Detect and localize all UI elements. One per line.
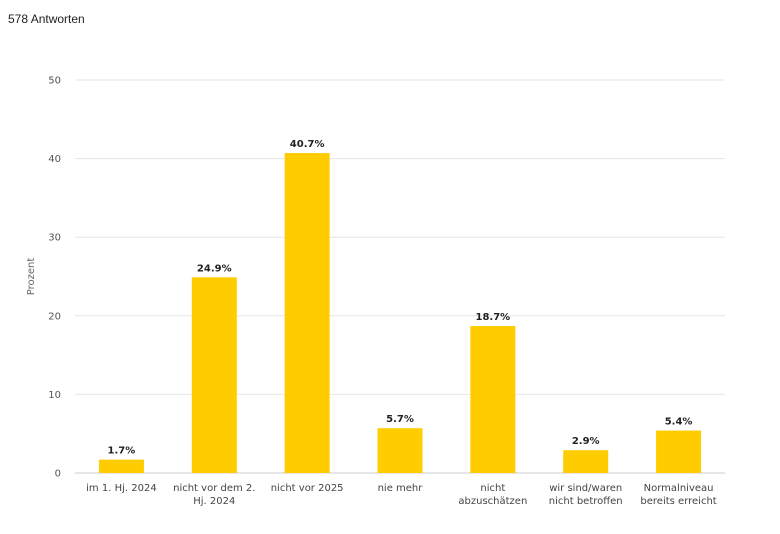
- bar: [284, 153, 330, 473]
- x-tick-label: Normalniveau: [644, 483, 714, 494]
- data-label: 40.7%: [290, 139, 325, 150]
- bar: [377, 428, 423, 473]
- bar: [470, 326, 516, 473]
- x-tick-label: abzuschätzen: [458, 496, 527, 507]
- y-axis-label: Prozent: [26, 258, 37, 296]
- x-tick-label: im 1. Hj. 2024: [86, 483, 157, 494]
- x-tick-label: Hj. 2024: [193, 496, 235, 507]
- data-label: 2.9%: [572, 436, 600, 447]
- x-tick-label: nicht: [480, 483, 505, 494]
- data-label: 5.7%: [386, 414, 414, 425]
- x-tick-label: nie mehr: [378, 483, 424, 494]
- x-tick-label: nicht betroffen: [549, 496, 623, 507]
- data-label: 5.4%: [665, 417, 693, 428]
- data-label: 1.7%: [108, 446, 136, 457]
- x-tick-label: bereits erreicht: [640, 496, 716, 507]
- x-tick-label: nicht vor dem 2.: [173, 483, 255, 494]
- y-tick-label: 50: [48, 76, 61, 87]
- y-tick-label: 30: [48, 233, 61, 244]
- data-label: 18.7%: [476, 312, 511, 323]
- data-label: 24.9%: [197, 263, 232, 274]
- y-tick-label: 0: [55, 469, 61, 480]
- bar: [656, 430, 702, 473]
- bar: [191, 277, 237, 473]
- bar: [98, 459, 144, 473]
- x-tick-label: nicht vor 2025: [271, 483, 344, 494]
- bar: [563, 450, 609, 473]
- y-tick-label: 10: [48, 390, 61, 401]
- y-tick-label: 40: [48, 154, 61, 165]
- y-tick-label: 20: [48, 311, 61, 322]
- response-count: 578 Antworten: [8, 12, 85, 26]
- x-tick-label: wir sind/waren: [549, 483, 622, 494]
